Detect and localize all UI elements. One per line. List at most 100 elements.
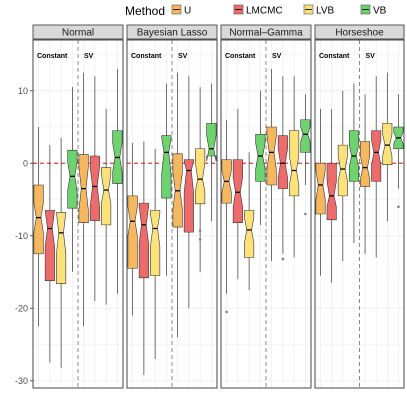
- box-body: [360, 141, 371, 187]
- box-sv-lmcmc: [89, 76, 100, 301]
- group-label-sv: SV: [272, 53, 282, 60]
- panel-strip: [126, 24, 218, 40]
- panel-title: Normal–Gamma: [229, 28, 303, 39]
- group-label-constant: Constant: [37, 53, 68, 60]
- box-body: [337, 144, 348, 197]
- box-body: [315, 162, 326, 215]
- legend-label-lvb: LVB: [316, 6, 334, 17]
- facet-panels: Normal Constant SV Bayesian Lasso Constant SV…: [32, 24, 405, 389]
- box-body: [195, 148, 206, 205]
- panel-3: Normal–Gamma Constant SV: [220, 24, 312, 389]
- panel-2: Bayesian Lasso Constant SV: [126, 24, 218, 389]
- panel-4: Horseshoe Constant SV: [314, 24, 405, 389]
- box-sv-lmcmc: [183, 76, 194, 309]
- box-sv-vb: [206, 83, 217, 222]
- box-constant-vb: [67, 87, 78, 272]
- y-tick-label: -30: [15, 376, 28, 386]
- box-body: [161, 135, 172, 199]
- box-body: [33, 184, 44, 255]
- box-body: [232, 159, 243, 223]
- box-constant-vb: [161, 83, 172, 276]
- panel-border: [220, 39, 312, 389]
- outlier-point: [304, 212, 307, 216]
- box-body: [150, 210, 161, 276]
- box-body: [289, 130, 300, 197]
- panel-strip: [32, 24, 124, 40]
- box-constant-lvb: [337, 90, 348, 262]
- box-constant-lmcmc: [44, 145, 55, 363]
- box-body: [67, 149, 78, 209]
- outlier-point: [198, 229, 202, 232]
- panel-border: [126, 39, 218, 389]
- group-label-constant: Constant: [131, 53, 162, 60]
- box-sv-lvb: [382, 72, 393, 222]
- box-sv-vb: [393, 94, 404, 209]
- panel-strip: [314, 24, 405, 40]
- box-constant-lvb: [244, 152, 255, 291]
- outlier-point: [397, 205, 400, 209]
- legend-label-vb: VB: [373, 6, 387, 17]
- box-constant-vb: [255, 90, 266, 225]
- legend: Method U LMCMC LVB VB: [125, 4, 387, 18]
- group-label-constant: Constant: [225, 53, 256, 60]
- box-sv-lvb: [195, 87, 206, 272]
- legend-title: Method: [125, 4, 165, 18]
- box-body: [371, 130, 382, 182]
- box-sv-u: [172, 72, 183, 338]
- box-constant-lvb: [56, 137, 67, 368]
- panel-1: Normal Constant SV: [32, 24, 124, 389]
- y-tick-label: -10: [15, 231, 28, 241]
- group-label-sv: SV: [178, 53, 188, 60]
- legend-label-u: U: [184, 6, 191, 17]
- y-tick-label: 10: [18, 86, 28, 96]
- box-body: [255, 133, 266, 182]
- box-constant-lmcmc: [138, 141, 149, 375]
- box-sv-u: [360, 94, 371, 254]
- box-constant-lmcmc: [326, 108, 337, 283]
- panel-border: [32, 39, 124, 389]
- group-label-sv: SV: [366, 53, 376, 60]
- box-constant-u: [315, 108, 326, 276]
- box-sv-u: [266, 69, 277, 262]
- box-sv-vb: [300, 94, 311, 216]
- box-body: [382, 123, 393, 165]
- box-body: [300, 119, 311, 153]
- box-body: [127, 195, 138, 269]
- y-tick-label: -20: [15, 303, 28, 313]
- legend-label-lmcmc: LMCMC: [246, 6, 283, 17]
- box-constant-u: [33, 127, 44, 327]
- outlier-point: [225, 310, 228, 314]
- box-body: [101, 167, 112, 226]
- outlier-point: [198, 238, 202, 241]
- panel-title: Bayesian Lasso: [137, 28, 208, 39]
- box-body: [244, 210, 255, 258]
- box-body: [56, 212, 67, 284]
- y-axis: -30 -20 -10 0 10: [15, 86, 33, 386]
- box-sv-lvb: [101, 108, 112, 305]
- box-constant-lvb: [150, 148, 161, 359]
- box-body: [277, 135, 288, 189]
- box-body: [138, 202, 149, 279]
- panel-title: Normal: [62, 28, 94, 39]
- group-label-sv: SV: [84, 53, 94, 60]
- outlier-point: [281, 257, 285, 261]
- panel-strip: [220, 24, 312, 40]
- box-sv-u: [78, 72, 89, 327]
- box-sv-lmcmc: [371, 76, 382, 258]
- panel-border: [314, 39, 405, 389]
- box-sv-lvb: [289, 76, 300, 258]
- box-constant-u: [221, 119, 232, 314]
- box-constant-u: [127, 142, 138, 316]
- box-body: [183, 159, 194, 233]
- box-body: [44, 210, 55, 282]
- box-sv-vb: [112, 69, 123, 294]
- box-sv-lmcmc: [277, 76, 288, 261]
- group-label-constant: Constant: [319, 53, 350, 60]
- box-body: [326, 162, 337, 221]
- box-constant-lmcmc: [232, 108, 243, 280]
- box-body: [89, 155, 100, 221]
- box-body: [266, 126, 277, 186]
- box-body: [206, 123, 217, 162]
- box-constant-vb: [348, 83, 359, 243]
